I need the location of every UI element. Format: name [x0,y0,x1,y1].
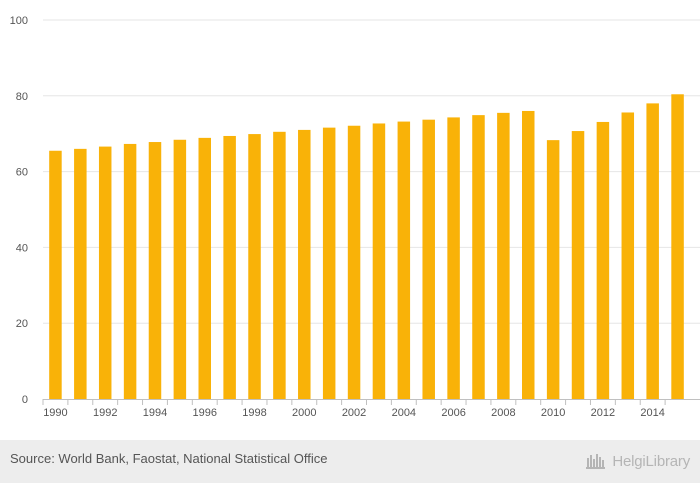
bar-1993[interactable] [123,143,137,399]
y-tick-label-60: 60 [16,167,28,179]
x-tick-label-2002: 2002 [342,407,366,419]
y-tick-label-100: 100 [10,15,28,27]
bar-2005[interactable] [422,119,435,399]
y-tick-label-40: 40 [16,242,28,254]
x-tick-label-2006: 2006 [441,407,465,419]
x-tick-label-1990: 1990 [43,407,67,419]
bar-2014[interactable] [646,103,659,399]
bars [49,94,684,400]
brand-logo-link[interactable]: HelgiLibrary [586,449,690,473]
bar-2011[interactable] [571,131,585,399]
bar-1997[interactable] [223,135,236,399]
x-tick-label-2000: 2000 [292,407,316,419]
x-tick-label-2004: 2004 [392,407,416,419]
bar-2009[interactable] [522,110,535,400]
bar-2010[interactable] [546,140,560,399]
x-tick-label-1996: 1996 [193,407,217,419]
bar-1994[interactable] [148,142,162,399]
bar-chart: 0 20 40 60 80 100 1990 1992 1994 1996 1998 2000 200… [10,15,700,419]
y-tick-label-0: 0 [22,394,28,406]
bar-2012[interactable] [596,121,610,400]
bar-2003[interactable] [372,123,386,399]
brand-name: HelgiLibrary [612,452,690,470]
y-tick-label-20: 20 [16,318,28,330]
bar-1990[interactable] [49,150,62,399]
x-tick-label-2012: 2012 [591,407,615,419]
x-tick-label-1992: 1992 [93,407,117,419]
x-axis [42,399,700,405]
source-text: Source: World Bank, Faostat, National St… [10,451,328,466]
x-tick-label-2014: 2014 [640,407,664,419]
bar-2015[interactable] [671,94,684,399]
bar-2000[interactable] [298,129,311,399]
x-tick-label-2010: 2010 [541,407,565,419]
x-axis-tick-labels: 1990 1992 1994 1996 1998 2000 2002 2004 2006 2008… [43,407,665,419]
bar-2002[interactable] [347,125,361,399]
x-tick-label-1998: 1998 [242,407,266,419]
bar-1999[interactable] [273,131,286,399]
bar-1998[interactable] [248,134,261,400]
bar-1992[interactable] [98,146,112,399]
library-logo-icon [586,454,606,469]
bar-1995[interactable] [173,139,187,400]
bar-1991[interactable] [74,148,87,399]
bar-2008[interactable] [497,112,510,399]
bar-2004[interactable] [397,121,411,400]
bar-1996[interactable] [198,137,212,399]
y-tick-label-80: 80 [16,91,28,103]
x-tick-label-1994: 1994 [143,407,167,419]
bar-2001[interactable] [322,127,336,400]
bar-2006[interactable] [447,117,460,399]
bar-2007[interactable] [472,115,485,399]
chart-footer: Source: World Bank, Faostat, National St… [0,440,700,483]
bar-2013[interactable] [621,112,635,399]
y-axis-tick-labels: 0 20 40 60 80 100 [10,15,28,406]
x-tick-label-2008: 2008 [491,407,515,419]
